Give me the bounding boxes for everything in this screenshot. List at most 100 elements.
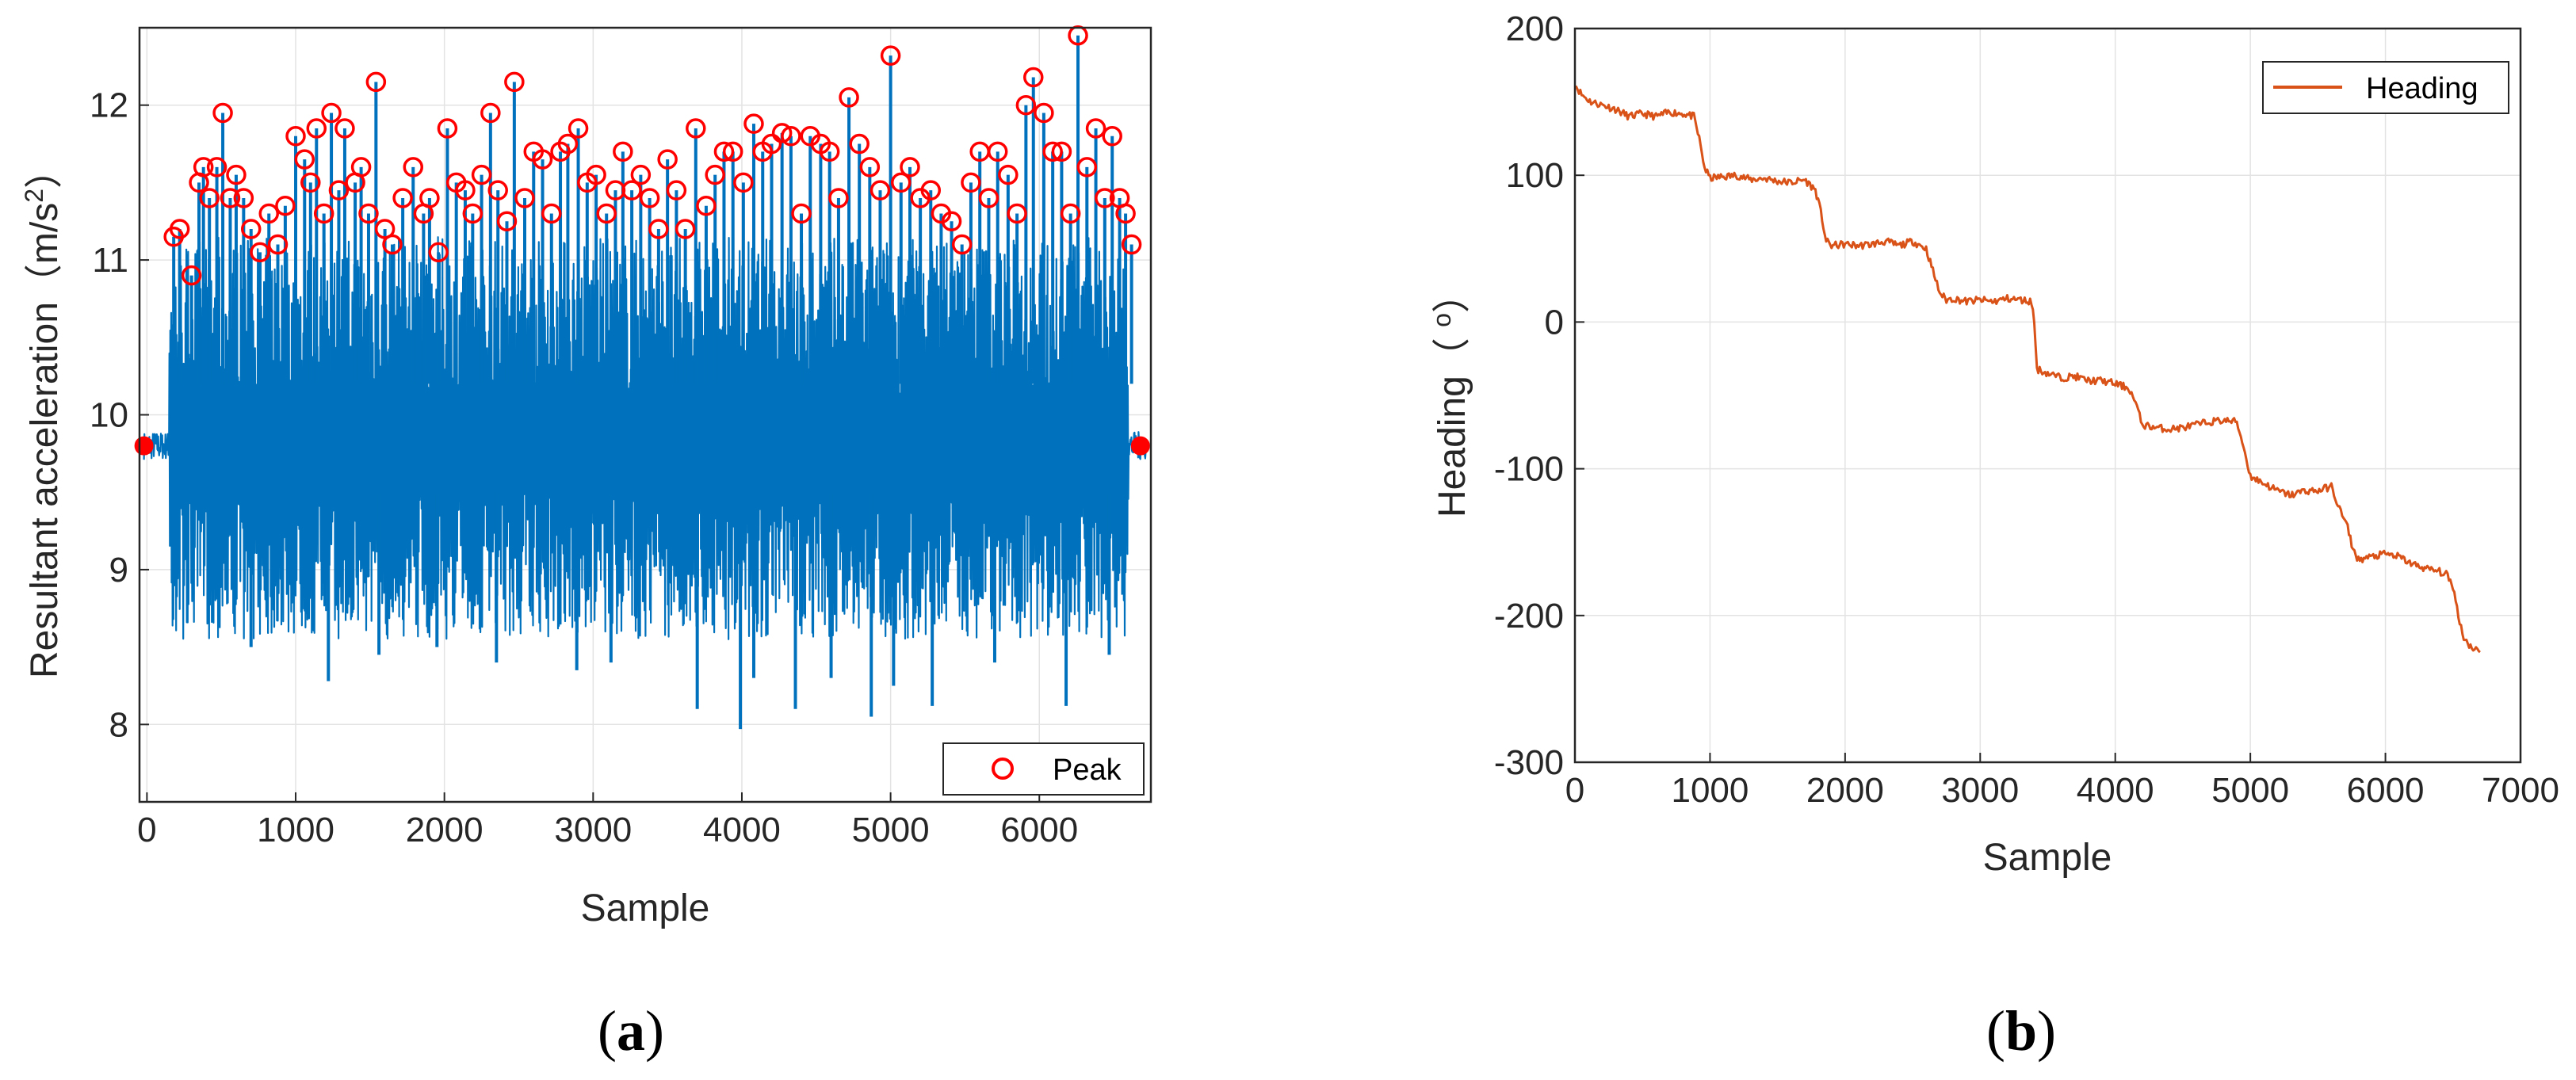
peak-marker [455,180,476,200]
y-tick-label: -100 [1494,450,1564,489]
peak-marker [1085,118,1106,139]
y-tick-label: 11 [92,241,128,280]
y-tick-label: 200 [1506,10,1564,48]
peak-marker [1015,94,1037,116]
peak-marker [258,203,280,224]
panel-b-ylabel-sup: o [1428,313,1456,327]
x-tick-label: 2000 [406,811,483,849]
panel-a-data [134,25,1150,730]
panel-b-ylabel-end: ） [1431,275,1473,313]
peak-marker [220,188,241,208]
peak-marker [781,126,801,147]
peak-marker [1007,203,1027,224]
y-tick-label: 12 [90,86,128,125]
peak-marker [334,118,355,139]
peak-marker [294,149,315,170]
x-tick-label: 1000 [257,811,334,849]
peak-marker [761,133,782,155]
peak-marker [621,180,642,200]
peak-marker [696,195,717,216]
peak-marker [382,234,403,255]
peak-marker [819,141,840,162]
peak-marker [951,234,973,255]
panel-b-data [1574,86,2481,654]
y-tick-label: -300 [1494,743,1564,782]
peak-marker [1060,203,1081,224]
y-tick-label: 0 [1545,303,1564,342]
x-tick-label: 2000 [1806,771,1884,810]
peak-marker [532,149,553,170]
peak-marker [181,265,202,286]
peak-marker [666,180,687,200]
x-tick-label: 0 [137,811,156,849]
peak-marker [1115,203,1136,224]
x-tick-label: 3000 [554,811,632,849]
x-tick-label: 4000 [703,811,781,849]
panel-a-ylabel-main: Resultant acceleration（m/s [24,203,66,678]
panel-a-ylabel: Resultant acceleration（m/s2） [20,151,66,678]
peak-marker [328,180,350,200]
peak-marker [1102,126,1122,147]
caption-a-letter: a [617,999,645,1063]
peak-marker [300,172,321,193]
peak-marker [733,172,754,193]
peak-marker [1095,188,1115,208]
panel-b: 0 1000 2000 3000 4000 5000 6000 7000-300-200-10… [1428,10,2559,879]
peak-marker [920,180,942,200]
peak-marker [358,203,379,224]
panel-a-ylabel-end: ） [24,151,66,189]
x-tick-label: 5000 [852,811,930,849]
caption-b-letter: b [2005,999,2037,1063]
x-tick-label: 1000 [1671,771,1749,810]
peak-marker [941,211,962,231]
legend-peak-label: Peak [1053,754,1122,787]
panel-b-plot-area [1575,29,2521,762]
peak-marker [859,157,881,177]
peak-marker [504,71,525,93]
peak-marker [1121,234,1142,255]
peak-marker [771,123,793,143]
peak-marker [978,188,999,208]
peak-marker [428,242,449,263]
peak-marker [169,219,190,239]
panel-a-legend-box [942,742,1145,796]
panel-a-ticks: 0 1000 2000 3000 4000 5000 6000 8 9 10 11 12 [90,86,1078,849]
panel-a-xlabel: Sample [581,887,710,929]
peak-marker [839,87,859,108]
peak-marker [233,188,254,208]
panel-b-ylabel: Heading（ o） [1428,275,1473,517]
peak-marker [648,219,669,239]
peak-marker [849,133,869,155]
peak-marker [869,180,891,200]
peak-marker [193,157,214,177]
peak-marker [437,118,458,139]
x-tick-label: 6000 [1000,811,1078,849]
peak-marker [462,203,483,224]
peak-marker [586,164,606,185]
legend-heading-label: Heading [2366,72,2479,105]
peak-marker [900,157,920,177]
panel-b-axes-box [1573,27,2522,764]
peak-marker [828,188,849,208]
heading-series-line [1574,86,2481,654]
y-tick-label: 100 [1506,156,1564,195]
panel-b-ticks: 0 1000 2000 3000 4000 5000 6000 7000-300-200-10… [1494,10,2559,810]
x-tick-label: 7000 [2482,771,2559,810]
x-tick-label: 5000 [2211,771,2289,810]
x-tick-label: 4000 [2077,771,2154,810]
peak-marker [713,141,735,162]
peak-marker [419,188,440,208]
peak-marker [350,157,372,177]
peak-marker [1034,102,1054,124]
peak-marker [212,102,233,124]
peak-marker [240,219,262,239]
legend-peak-marker [992,758,1014,780]
panel-a-legend: Peak [942,742,1145,796]
peak-marker [267,234,289,255]
peak-marker [487,180,508,200]
x-tick-label: 6000 [2347,771,2425,810]
panel-b-ylabel-main: Heading（ [1431,327,1473,517]
peak-marker [791,203,812,224]
peak-marker [557,133,579,155]
